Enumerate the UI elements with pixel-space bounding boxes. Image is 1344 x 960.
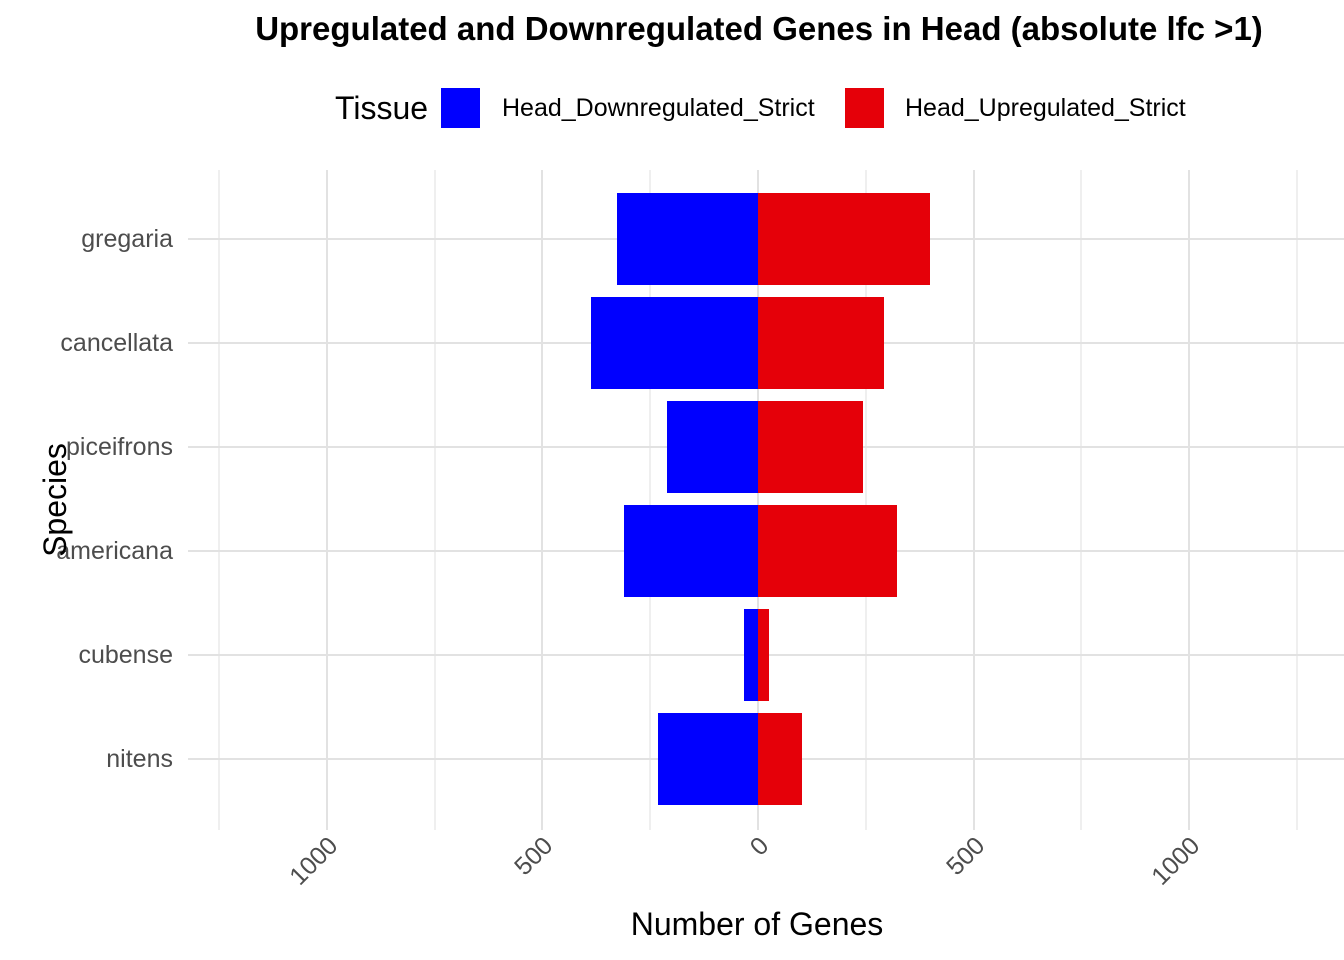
chart-title: Upregulated and Downregulated Genes in H…: [255, 10, 1263, 47]
gridline-x-minor: [864, 170, 867, 830]
y-axis-label-gregaria: gregaria: [81, 225, 173, 253]
y-axis-label-cancellata: cancellata: [60, 329, 173, 357]
bar-upregulated-gregaria: [758, 193, 930, 285]
bar-upregulated-cancellata: [758, 297, 884, 389]
bar-downregulated-nitens: [657, 713, 758, 805]
bar-upregulated-nitens: [758, 713, 803, 805]
y-axis-label-americana: americana: [56, 537, 173, 565]
y-axis-label-piceifrons: piceifrons: [66, 433, 173, 461]
legend-label-upregulated: Head_Upregulated_Strict: [905, 94, 1186, 122]
x-axis-tick-label: 500: [509, 831, 559, 881]
legend-label-downregulated: Head_Downregulated_Strict: [502, 94, 815, 122]
bar-upregulated-piceifrons: [758, 401, 864, 493]
gridline-x-major: [541, 170, 544, 830]
x-axis-tick-label: 1000: [1146, 831, 1206, 891]
bar-downregulated-piceifrons: [667, 401, 758, 493]
bar-downregulated-americana: [623, 505, 758, 597]
y-axis-title: Species: [37, 443, 73, 557]
x-axis-tick-label: 1000: [284, 831, 344, 891]
legend-title: Tissue: [335, 90, 429, 126]
bar-downregulated-gregaria: [617, 193, 758, 285]
bar-upregulated-americana: [758, 505, 897, 597]
gridline-x-major: [1188, 170, 1191, 830]
bar-downregulated-cancellata: [590, 297, 758, 389]
gridline-x-minor: [1296, 170, 1298, 830]
y-axis-label-nitens: nitens: [106, 745, 173, 773]
legend-swatch-downregulated: [441, 88, 480, 128]
gridline-x-minor: [1080, 170, 1083, 830]
legend-swatch-upregulated: [845, 88, 884, 128]
gridline-x-minor: [433, 170, 436, 830]
gridline-x-major: [325, 170, 328, 830]
gridline-x-major: [972, 170, 975, 830]
x-axis-title: Number of Genes: [630, 906, 884, 942]
gridline-x-minor: [649, 170, 652, 830]
gridline-x-major: [757, 170, 759, 830]
bar-upregulated-cubense: [758, 609, 769, 701]
gridline-x-minor: [218, 170, 220, 830]
y-axis-label-cubense: cubense: [78, 641, 173, 669]
bar-downregulated-cubense: [743, 609, 758, 701]
